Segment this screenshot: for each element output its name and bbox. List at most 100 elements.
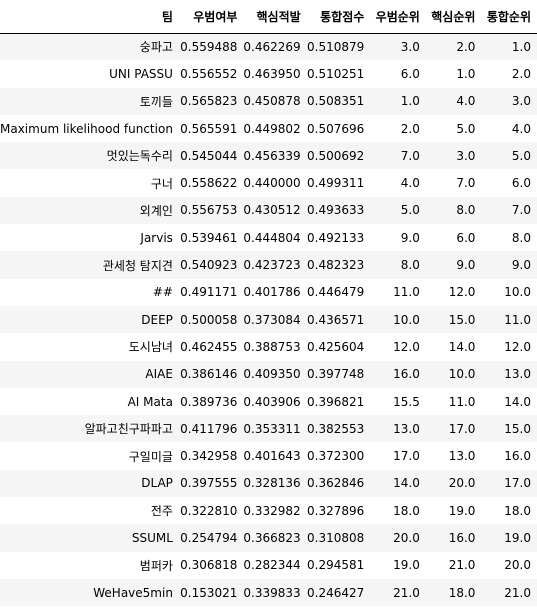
cell-key-rank: 12.0	[448, 285, 476, 300]
cell-key-detection: 0.456339	[243, 148, 301, 163]
cell-total-rank: 14.0	[504, 394, 531, 409]
cell-key-detection: 0.450878	[243, 94, 301, 109]
table-row: 범퍼카 0.306818 0.282344 0.294581 19.0 21.0 20.0	[0, 551, 537, 579]
cell-team: Jarvis	[140, 230, 173, 245]
cell-total-score: 0.396821	[307, 394, 365, 409]
cell-key-detection: 0.403906	[243, 394, 301, 409]
cell-risk-flag: 0.306818	[180, 558, 238, 573]
cell-key-rank: 5.0	[456, 121, 476, 136]
cell-total-rank: 20.0	[504, 558, 531, 573]
cell-team: 도시남녀	[128, 340, 173, 355]
cell-total-score: 0.492133	[307, 230, 365, 245]
cell-risk-flag: 0.386146	[180, 367, 238, 382]
cell-risk-flag: 0.322810	[180, 503, 238, 518]
cell-total-rank: 9.0	[511, 258, 531, 273]
cell-total-rank: 13.0	[504, 367, 531, 382]
cell-total-score: 0.425604	[307, 339, 365, 354]
cell-total-rank: 15.0	[504, 421, 531, 436]
cell-team: 범퍼카	[139, 558, 173, 573]
cell-key-rank: 16.0	[448, 530, 476, 545]
cell-team: DLAP	[141, 476, 173, 491]
cell-risk-rank: 3.0	[400, 39, 420, 54]
cell-total-rank: 16.0	[504, 449, 531, 464]
cell-risk-rank: 1.0	[400, 94, 420, 109]
cell-risk-flag: 0.389736	[180, 394, 238, 409]
cell-key-rank: 6.0	[456, 230, 476, 245]
cell-team: SSUML	[131, 530, 173, 545]
table-row: Jarvis 0.539461 0.444804 0.492133 9.0 6.0 8.0	[0, 224, 537, 252]
cell-risk-rank: 15.5	[393, 394, 420, 409]
table-row: WeHave5min 0.153021 0.339833 0.246427 21.0 18…	[0, 578, 537, 607]
cell-team: UNI PASSU	[109, 66, 173, 81]
cell-risk-flag: 0.556753	[180, 203, 238, 218]
cell-total-score: 0.508351	[307, 94, 365, 109]
cell-risk-rank: 17.0	[393, 449, 420, 464]
cell-total-rank: 2.0	[511, 66, 531, 81]
cell-risk-flag: 0.558622	[180, 176, 238, 191]
cell-risk-flag: 0.559488	[180, 39, 238, 54]
cell-risk-flag: 0.545044	[180, 148, 238, 163]
column-header-risk-flag: 우범여부	[178, 0, 244, 34]
cell-total-rank: 7.0	[511, 203, 531, 218]
cell-risk-rank: 20.0	[393, 530, 420, 545]
cell-total-rank: 6.0	[511, 176, 531, 191]
cell-key-detection: 0.423723	[243, 258, 301, 273]
cell-risk-rank: 5.0	[400, 203, 420, 218]
cell-key-detection: 0.462269	[243, 39, 301, 54]
cell-total-rank: 10.0	[504, 285, 531, 300]
cell-risk-rank: 11.0	[393, 285, 420, 300]
cell-risk-rank: 12.0	[393, 339, 420, 354]
cell-key-detection: 0.328136	[243, 476, 301, 491]
column-header-team: 팀	[0, 0, 179, 34]
column-header-risk-rank: 우범순위	[370, 0, 426, 34]
cell-key-rank: 17.0	[448, 421, 476, 436]
cell-risk-rank: 19.0	[393, 558, 420, 573]
cell-risk-flag: 0.397555	[180, 476, 238, 491]
cell-risk-flag: 0.254794	[180, 530, 238, 545]
cell-key-detection: 0.463950	[243, 66, 301, 81]
cell-total-rank: 1.0	[511, 39, 531, 54]
table-row: 도시남녀 0.462455 0.388753 0.425604 12.0 14.0 12.0	[0, 333, 537, 361]
cell-risk-flag: 0.565591	[180, 121, 238, 136]
cell-risk-rank: 2.0	[400, 121, 420, 136]
table-row: SSUML 0.254794 0.366823 0.310808 20.0 16.0 19.…	[0, 524, 537, 552]
cell-risk-flag: 0.342958	[180, 449, 238, 464]
cell-team: 외계인	[139, 203, 173, 218]
cell-total-rank: 4.0	[511, 121, 531, 136]
cell-key-detection: 0.440000	[243, 176, 301, 191]
cell-total-score: 0.294581	[307, 558, 365, 573]
cell-risk-rank: 18.0	[393, 503, 420, 518]
cell-risk-flag: 0.556552	[180, 66, 238, 81]
table-row: ## 0.491171 0.401786 0.446479 11.0 12.0 10.0	[0, 278, 537, 306]
cell-total-score: 0.500692	[307, 148, 365, 163]
cell-key-detection: 0.332982	[243, 503, 301, 518]
cell-total-rank: 18.0	[504, 503, 531, 518]
cell-key-rank: 18.0	[448, 585, 476, 600]
cell-risk-rank: 6.0	[400, 66, 420, 81]
cell-key-rank: 10.0	[448, 367, 476, 382]
cell-key-rank: 21.0	[448, 558, 476, 573]
cell-risk-flag: 0.565823	[180, 94, 238, 109]
cell-total-score: 0.310808	[307, 530, 365, 545]
cell-key-detection: 0.373084	[243, 312, 301, 327]
table-row: 관세청 탐지견 0.540923 0.423723 0.482323 8.0 9.0 9.0	[0, 251, 537, 279]
cell-risk-flag: 0.540923	[180, 258, 238, 273]
cell-key-rank: 1.0	[456, 66, 476, 81]
cell-risk-rank: 7.0	[400, 148, 420, 163]
table-row: AI Mata 0.389736 0.403906 0.396821 15.5 11.0 1…	[0, 387, 537, 416]
table-row: 외계인 0.556753 0.430512 0.493633 5.0 8.0 7.0	[0, 196, 537, 225]
table-row: Maximum likelihood function 0.565591 0.449…	[0, 114, 537, 143]
cell-total-score: 0.482323	[307, 258, 365, 273]
cell-key-detection: 0.339833	[243, 585, 301, 600]
cell-team: 멋있는독수리	[106, 149, 173, 164]
cell-team: AI Mata	[127, 394, 173, 409]
cell-team: 알파고친구파파고	[84, 422, 173, 437]
cell-total-rank: 17.0	[504, 476, 531, 491]
cell-key-rank: 3.0	[456, 148, 476, 163]
table-row: 숭파고 0.559488 0.462269 0.510879 3.0 2.0 1.0	[0, 33, 537, 61]
cell-key-detection: 0.449802	[243, 121, 301, 136]
cell-risk-flag: 0.491171	[180, 285, 238, 300]
cell-total-score: 0.446479	[307, 285, 365, 300]
cell-risk-rank: 9.0	[400, 230, 420, 245]
